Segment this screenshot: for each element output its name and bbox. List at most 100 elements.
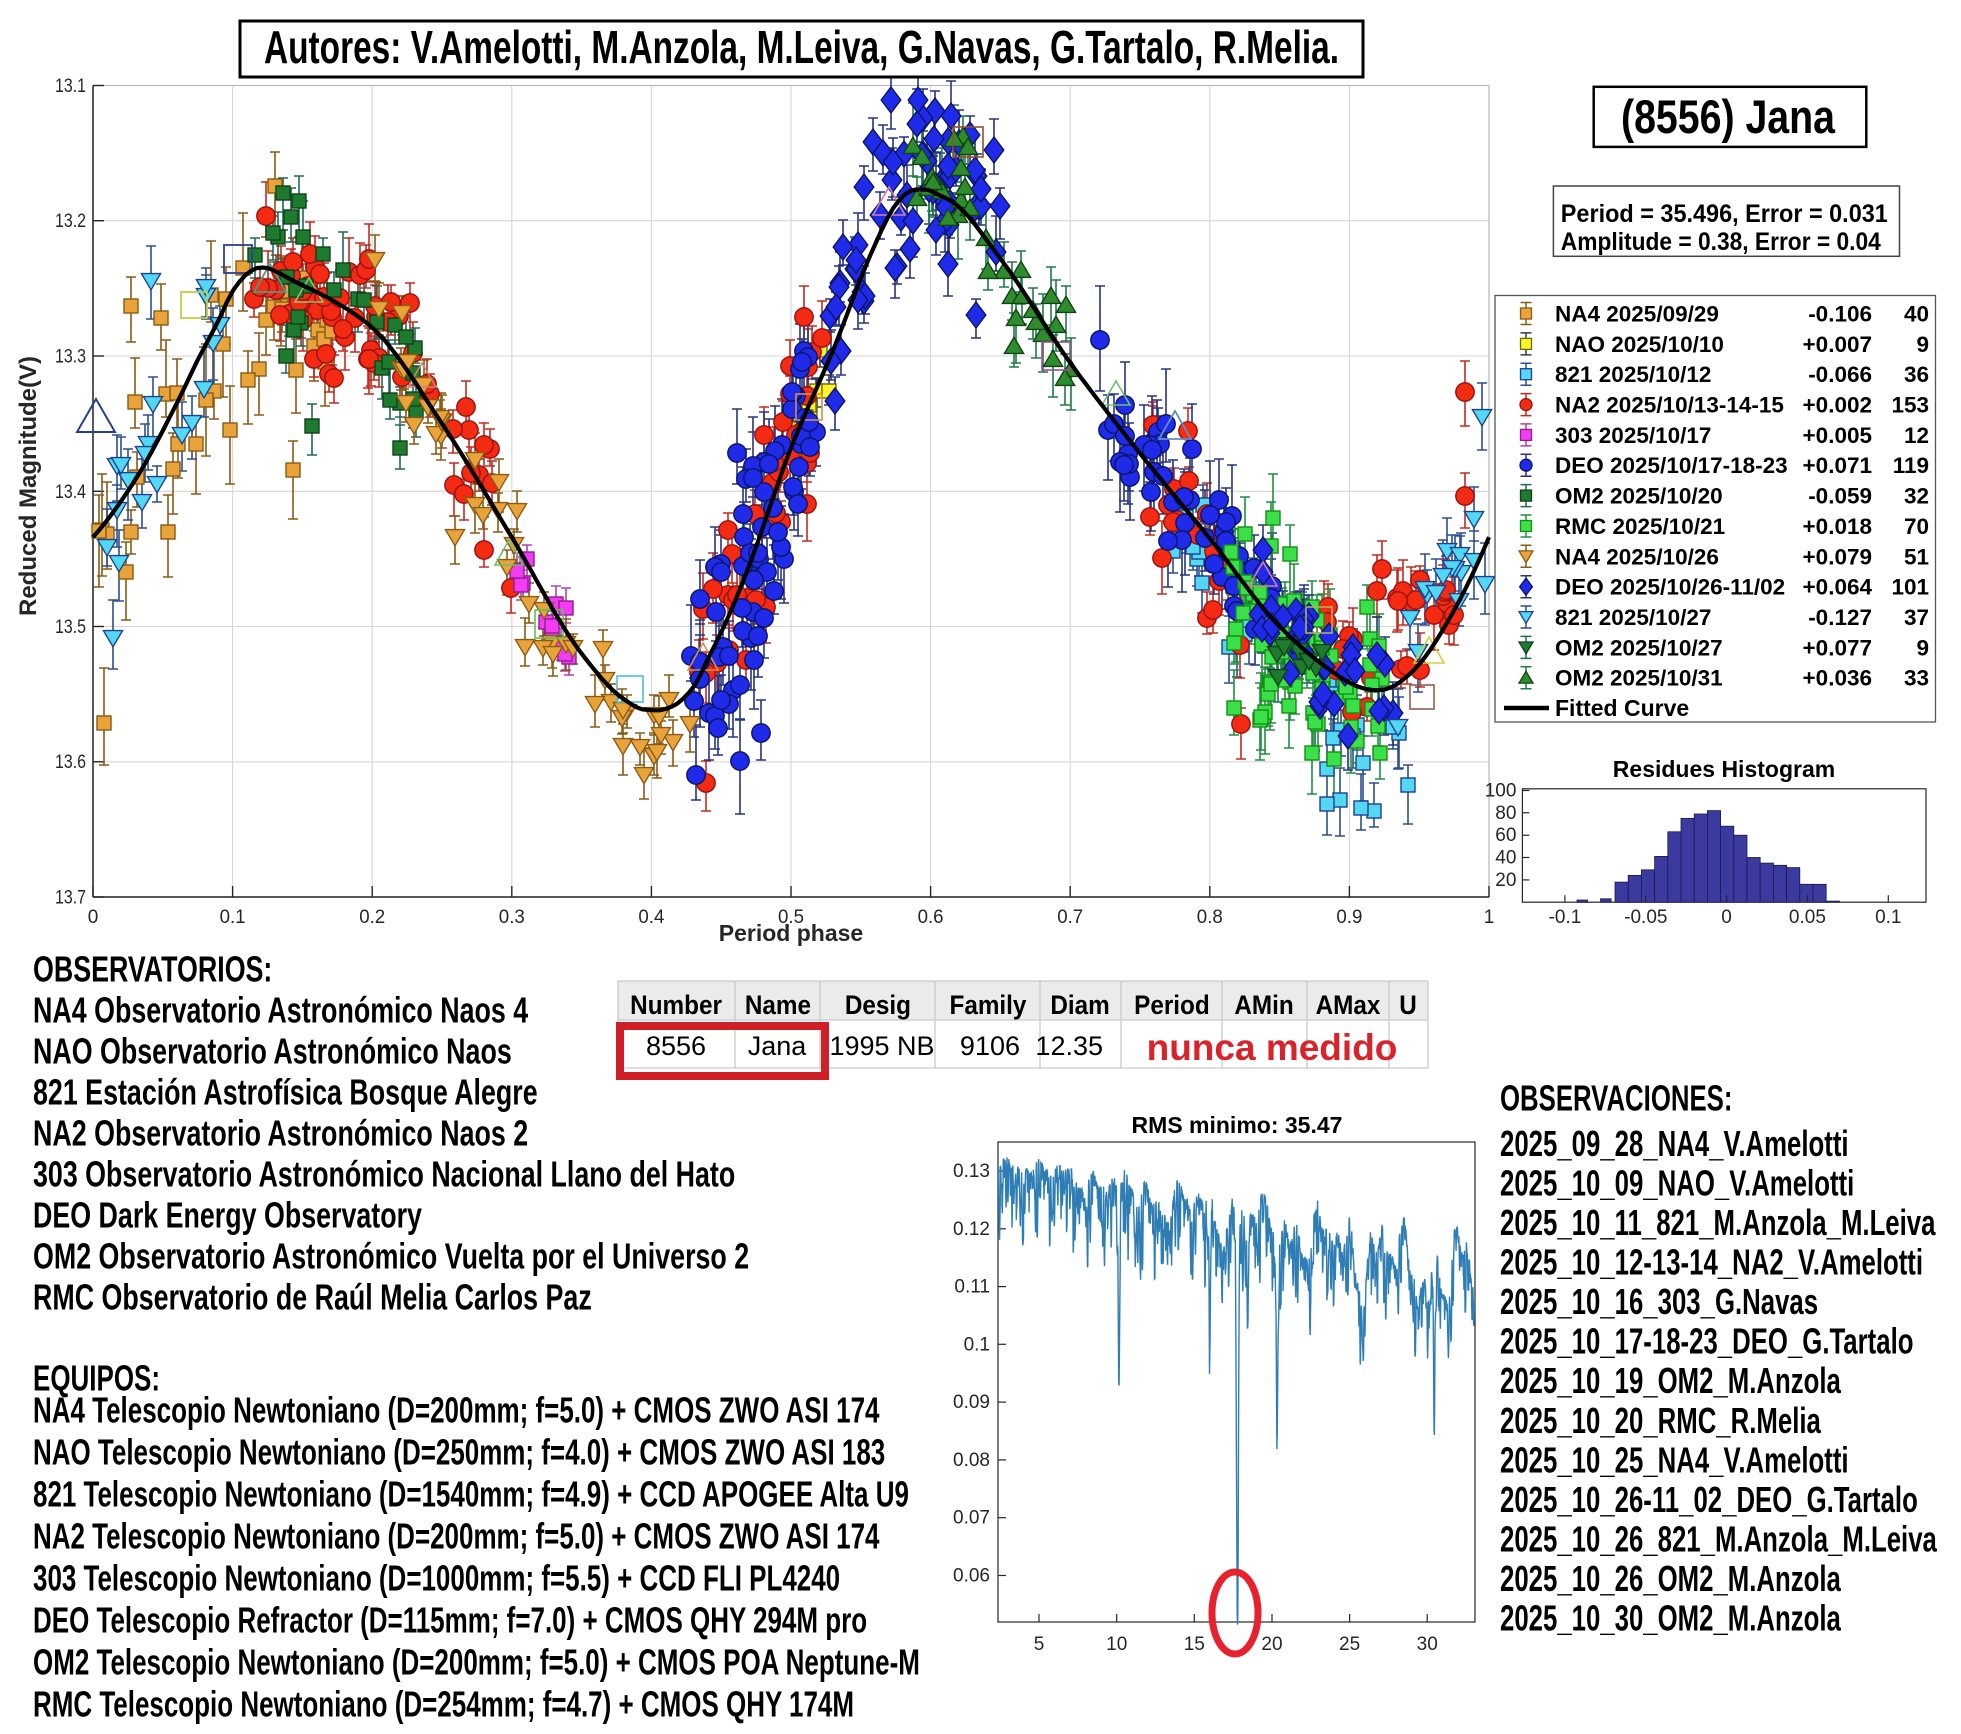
svg-text:Desig: Desig [845, 991, 911, 1020]
svg-text:NA4 2025/10/26: NA4 2025/10/26 [1555, 544, 1719, 569]
svg-text:821 Telescopio Newtoniano (D=1: 821 Telescopio Newtoniano (D=1540mm; f=4… [33, 1474, 909, 1514]
svg-text:2025_10_17-18-23_DEO_G.Tartalo: 2025_10_17-18-23_DEO_G.Tartalo [1500, 1322, 1913, 1362]
svg-text:0.3: 0.3 [499, 907, 525, 928]
svg-text:153: 153 [1891, 393, 1929, 418]
svg-text:Period: Period [1134, 991, 1210, 1020]
svg-text:DEO Dark Energy Observatory: DEO Dark Energy Observatory [33, 1195, 422, 1236]
svg-text:0.05: 0.05 [1789, 907, 1826, 928]
svg-text:-0.059: -0.059 [1808, 484, 1872, 509]
svg-text:0.7: 0.7 [1057, 907, 1083, 928]
svg-text:303 2025/10/17: 303 2025/10/17 [1555, 423, 1711, 448]
svg-text:NA2 Observatorio Astronómico N: NA2 Observatorio Astronómico Naos 2 [33, 1113, 528, 1154]
svg-text:Period phase: Period phase [719, 920, 863, 946]
svg-text:-0.127: -0.127 [1808, 605, 1872, 630]
svg-text:12: 12 [1904, 423, 1929, 448]
svg-text:100: 100 [1485, 781, 1517, 802]
svg-text:821 2025/10/27: 821 2025/10/27 [1555, 605, 1711, 630]
svg-text:+0.007: +0.007 [1803, 332, 1872, 357]
svg-text:Diam: Diam [1050, 991, 1109, 1020]
svg-text:2025_10_11_821_M.Anzola_M.Leiv: 2025_10_11_821_M.Anzola_M.Leiva [1500, 1203, 1936, 1243]
svg-text:RMS minimo: 35.47: RMS minimo: 35.47 [1132, 1112, 1343, 1138]
svg-text:DEO 2025/10/26-11/02: DEO 2025/10/26-11/02 [1555, 575, 1785, 600]
svg-text:0.8: 0.8 [1197, 907, 1223, 928]
svg-text:0.1: 0.1 [964, 1334, 990, 1355]
svg-text:+0.005: +0.005 [1803, 423, 1872, 448]
svg-text:Number: Number [630, 991, 722, 1020]
svg-text:0.2: 0.2 [359, 907, 385, 928]
svg-text:25: 25 [1339, 1634, 1360, 1655]
svg-text:0.09: 0.09 [953, 1392, 990, 1413]
svg-text:NAO Observatorio Astronómico N: NAO Observatorio Astronómico Naos [33, 1031, 512, 1072]
svg-text:32: 32 [1904, 484, 1929, 509]
svg-text:NA4 Observatorio Astronómico N: NA4 Observatorio Astronómico Naos 4 [33, 990, 528, 1031]
svg-text:DEO 2025/10/17-18-23: DEO 2025/10/17-18-23 [1555, 453, 1788, 478]
svg-text:+0.079: +0.079 [1803, 544, 1872, 569]
svg-text:30: 30 [1417, 1634, 1438, 1655]
svg-text:0.1: 0.1 [1875, 907, 1901, 928]
svg-text:0: 0 [88, 907, 99, 928]
svg-text:Name: Name [745, 991, 811, 1020]
svg-text:0.13: 0.13 [953, 1161, 990, 1182]
svg-text:2025_10_26_821_M.Anzola_M.Leiv: 2025_10_26_821_M.Anzola_M.Leiva [1500, 1519, 1937, 1559]
svg-text:RMC 2025/10/21: RMC 2025/10/21 [1555, 514, 1725, 539]
svg-text:821 2025/10/12: 821 2025/10/12 [1555, 362, 1711, 387]
svg-text:+0.002: +0.002 [1803, 393, 1872, 418]
svg-text:NAO Telescopio Newtoniano (D=2: NAO Telescopio Newtoniano (D=250mm; f=4.… [33, 1432, 885, 1472]
svg-text:101: 101 [1891, 575, 1929, 600]
svg-text:119: 119 [1893, 453, 1929, 478]
svg-text:9: 9 [1916, 635, 1929, 660]
svg-text:8556: 8556 [646, 1031, 706, 1061]
svg-text:13.4: 13.4 [55, 482, 86, 503]
svg-text:2025_10_16_303_G.Navas: 2025_10_16_303_G.Navas [1500, 1282, 1818, 1322]
svg-text:20: 20 [1495, 870, 1516, 891]
svg-text:Jana: Jana [748, 1031, 808, 1061]
svg-text:Amplitude = 0.38, Error = 0.04: Amplitude = 0.38, Error = 0.04 [1561, 228, 1881, 256]
svg-text:Fitted Curve: Fitted Curve [1555, 695, 1689, 721]
svg-text:12.35: 12.35 [1035, 1031, 1103, 1061]
svg-text:OBSERVACIONES:: OBSERVACIONES: [1500, 1078, 1732, 1118]
svg-text:2025_10_25_NA4_V.Amelotti: 2025_10_25_NA4_V.Amelotti [1500, 1440, 1849, 1480]
svg-text:Autores: V.Amelotti, M.Anzola,: Autores: V.Amelotti, M.Anzola, M.Leiva, … [264, 21, 1339, 73]
svg-text:-0.066: -0.066 [1808, 362, 1872, 387]
svg-text:(8556) Jana: (8556) Jana [1621, 90, 1836, 143]
svg-text:OM2 Telescopio Newtoniano (D=2: OM2 Telescopio Newtoniano (D=200mm; f=5.… [33, 1642, 920, 1682]
svg-text:RMC Observatorio de Raúl Melia: RMC Observatorio de Raúl Melia Carlos Pa… [33, 1277, 592, 1318]
svg-text:NA2 Telescopio Newtoniano (D=2: NA2 Telescopio Newtoniano (D=200mm; f=5.… [33, 1516, 880, 1556]
svg-text:AMin: AMin [1234, 991, 1293, 1020]
svg-text:AMax: AMax [1316, 991, 1381, 1020]
svg-text:1995 NB: 1995 NB [829, 1031, 934, 1061]
svg-text:+0.018: +0.018 [1803, 514, 1872, 539]
svg-text:OM2 2025/10/31: OM2 2025/10/31 [1555, 666, 1723, 691]
svg-text:0.1: 0.1 [220, 907, 246, 928]
svg-text:NA4 2025/09/29: NA4 2025/09/29 [1555, 302, 1719, 327]
svg-text:70: 70 [1904, 514, 1929, 539]
svg-text:33: 33 [1904, 666, 1929, 691]
svg-text:-0.05: -0.05 [1624, 907, 1667, 928]
svg-text:0.11: 0.11 [954, 1277, 990, 1298]
svg-text:0.07: 0.07 [953, 1508, 990, 1529]
svg-text:20: 20 [1261, 1634, 1282, 1655]
svg-text:0.12: 0.12 [953, 1219, 990, 1240]
svg-text:-0.1: -0.1 [1549, 907, 1582, 928]
svg-text:0.4: 0.4 [638, 907, 664, 928]
svg-text:OM2 2025/10/27: OM2 2025/10/27 [1555, 635, 1723, 660]
svg-text:U: U [1399, 991, 1417, 1020]
svg-text:OM2 Observatorio Astronómico V: OM2 Observatorio Astronómico Vuelta por … [33, 1236, 749, 1277]
svg-text:2025_10_26-11_02_DEO_G.Tartalo: 2025_10_26-11_02_DEO_G.Tartalo [1500, 1480, 1918, 1520]
svg-text:13.7: 13.7 [55, 888, 86, 909]
svg-text:2025_10_26_OM2_M.Anzola: 2025_10_26_OM2_M.Anzola [1500, 1559, 1841, 1599]
svg-text:2025_10_19_OM2_M.Anzola: 2025_10_19_OM2_M.Anzola [1500, 1361, 1841, 1401]
svg-text:0.06: 0.06 [953, 1566, 990, 1587]
svg-text:2025_10_12-13-14_NA2_V.Amelott: 2025_10_12-13-14_NA2_V.Amelotti [1500, 1242, 1923, 1282]
svg-text:2025_09_28_NA4_V.Amelotti: 2025_09_28_NA4_V.Amelotti [1500, 1124, 1849, 1164]
svg-text:13.6: 13.6 [55, 752, 86, 773]
svg-text:RMC Telescopio Newtoniano (D=2: RMC Telescopio Newtoniano (D=254mm; f=4.… [33, 1684, 854, 1724]
svg-text:13.2: 13.2 [55, 211, 86, 232]
svg-text:NA2 2025/10/13-14-15: NA2 2025/10/13-14-15 [1555, 393, 1784, 418]
svg-text:13.5: 13.5 [55, 617, 86, 638]
svg-text:13.1: 13.1 [55, 76, 86, 97]
svg-text:303 Observatorio Astronómico N: 303 Observatorio Astronómico Nacional Ll… [33, 1154, 735, 1195]
svg-text:Residues Histogram: Residues Histogram [1613, 756, 1835, 782]
svg-text:10: 10 [1106, 1634, 1127, 1655]
svg-text:40: 40 [1904, 302, 1929, 327]
